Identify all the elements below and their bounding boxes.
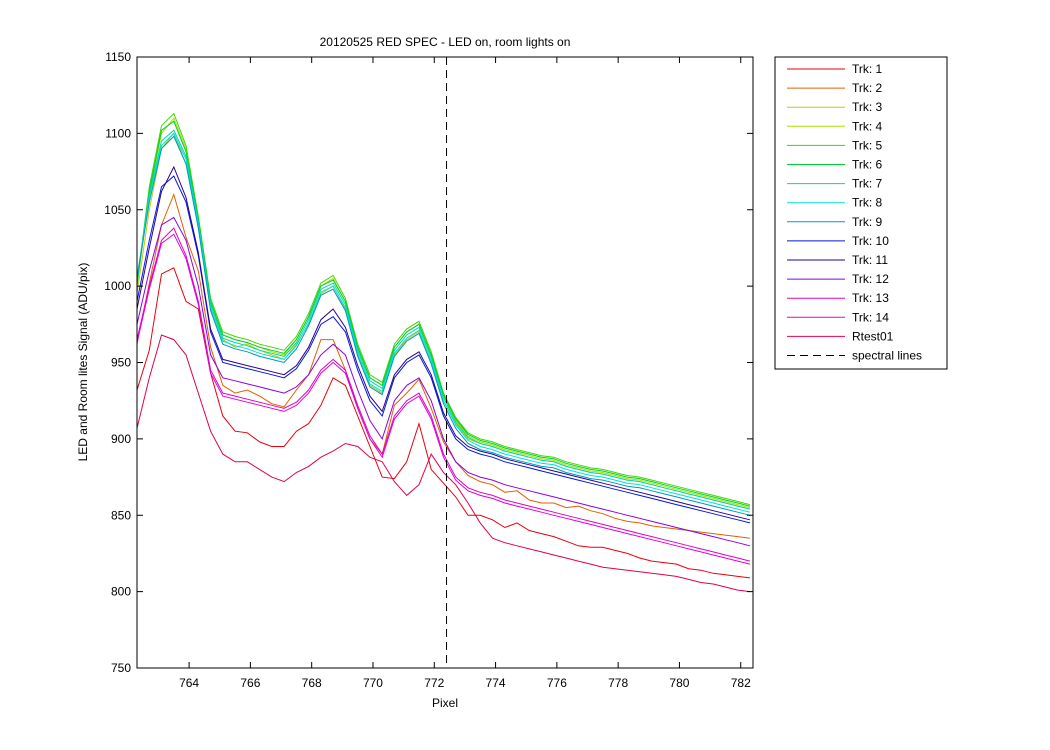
y-tick-label: 900 xyxy=(111,432,131,446)
legend-label: Trk: 9 xyxy=(852,215,883,229)
legend-label: Trk: 7 xyxy=(852,177,883,191)
series-line xyxy=(137,192,750,539)
x-tick-label: 782 xyxy=(731,676,751,690)
y-axis-label: LED and Room lites Signal (ADU/pix) xyxy=(76,263,90,462)
x-tick-label: 768 xyxy=(302,676,322,690)
legend-label: Trk: 14 xyxy=(852,310,889,324)
legend-label: Rtest01 xyxy=(852,329,894,343)
y-axis: 750 800 850 900 950 1000 1050 1100 1150 xyxy=(104,50,753,675)
x-tick-label: 770 xyxy=(363,676,383,690)
y-tick-label: 1000 xyxy=(104,279,131,293)
y-tick-label: 750 xyxy=(111,661,131,675)
legend: Trk: 1 Trk: 2 Trk: 3 Trk: 4 Trk: 5 Trk: 6 Trk:… xyxy=(774,56,948,370)
series-line xyxy=(137,129,751,510)
legend-label: Trk: 5 xyxy=(852,138,883,152)
x-tick-label: 778 xyxy=(608,676,628,690)
legend-label: Trk: 12 xyxy=(852,272,889,286)
series-line xyxy=(137,132,751,513)
legend-label: Trk: 1 xyxy=(852,62,883,76)
x-axis-label: Pixel xyxy=(432,696,458,710)
y-tick-label: 1050 xyxy=(104,203,131,217)
chart-title: 20120525 RED SPEC - LED on, room lights … xyxy=(320,35,571,49)
y-tick-label: 1100 xyxy=(105,126,131,140)
legend-label: spectral lines xyxy=(852,349,922,363)
series-group xyxy=(137,112,751,593)
x-tick-label: 780 xyxy=(669,676,689,690)
legend-label: Trk: 11 xyxy=(852,253,888,267)
x-tick-label: 774 xyxy=(486,676,506,690)
series-line xyxy=(137,334,750,593)
y-tick-label: 950 xyxy=(111,356,131,370)
legend-label: Trk: 3 xyxy=(852,100,883,114)
legend-label: Trk: 10 xyxy=(852,234,889,248)
x-tick-label: 776 xyxy=(547,676,567,690)
x-tick-label: 764 xyxy=(179,676,199,690)
series-line xyxy=(137,227,751,562)
legend-label: Trk: 6 xyxy=(852,158,883,172)
series-line xyxy=(137,267,750,579)
series-line xyxy=(137,135,751,516)
x-tick-label: 772 xyxy=(424,676,444,690)
x-tick-label: 766 xyxy=(240,676,260,690)
x-axis: 764 766 768 770 772 774 776 778 780 782 xyxy=(179,57,751,690)
legend-label: Trk: 8 xyxy=(852,196,883,210)
series-line xyxy=(137,175,751,524)
y-tick-label: 850 xyxy=(111,508,131,522)
series-line xyxy=(137,120,751,507)
plot-area xyxy=(137,57,753,668)
series-line xyxy=(137,216,751,547)
y-tick-label: 800 xyxy=(111,585,131,599)
legend-label: Trk: 2 xyxy=(852,81,883,95)
legend-label: Trk: 13 xyxy=(852,291,889,305)
series-line xyxy=(137,165,751,521)
legend-label: Trk: 4 xyxy=(852,119,883,133)
y-tick-label: 1150 xyxy=(105,50,131,64)
series-line xyxy=(137,233,751,565)
